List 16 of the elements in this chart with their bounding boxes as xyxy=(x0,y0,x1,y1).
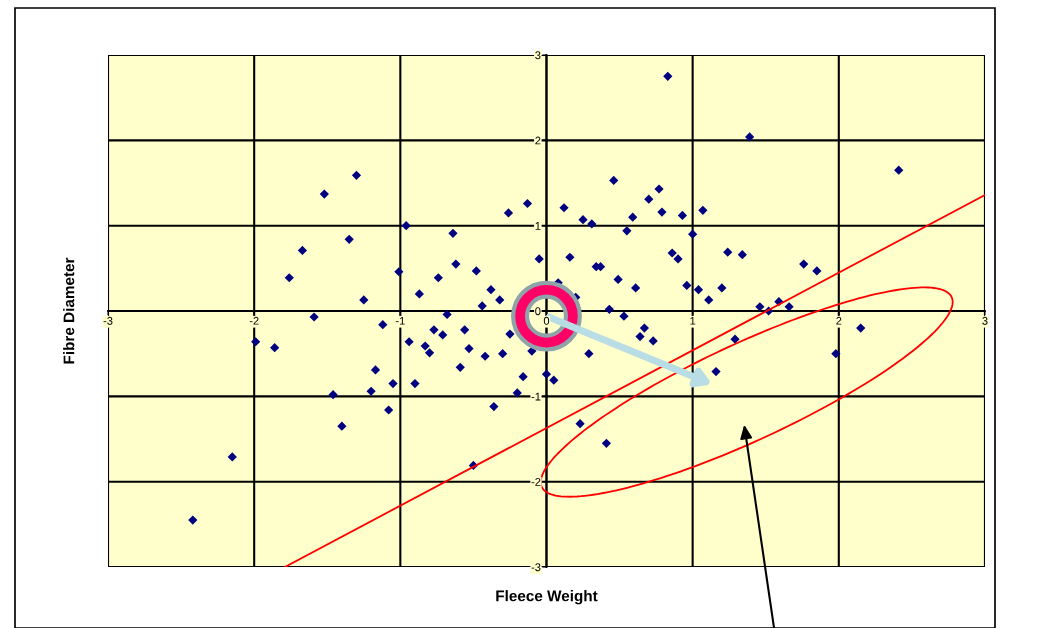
y-tick-label: 1 xyxy=(535,222,541,230)
x-tick-label: 3 xyxy=(982,316,988,325)
y-tick-label: 3 xyxy=(535,51,541,60)
y-tick-label: -2 xyxy=(531,477,541,486)
x-tick-label: -2 xyxy=(249,316,259,325)
y-tick-label: -1 xyxy=(531,392,541,401)
x-tick-label: -1 xyxy=(395,316,405,325)
x-tick-label: 2 xyxy=(836,316,842,325)
y-axis-title: Fibre Diameter xyxy=(63,257,75,364)
y-tick-label: 2 xyxy=(535,136,541,145)
x-tick-label: 0 xyxy=(543,316,550,325)
y-tick-label: -3 xyxy=(531,563,541,572)
x-tick-label: 1 xyxy=(690,316,696,325)
x-tick-label: -3 xyxy=(103,316,113,325)
y-tick-label: 0 xyxy=(535,307,541,316)
x-axis-title: Fleece Weight xyxy=(496,590,598,605)
